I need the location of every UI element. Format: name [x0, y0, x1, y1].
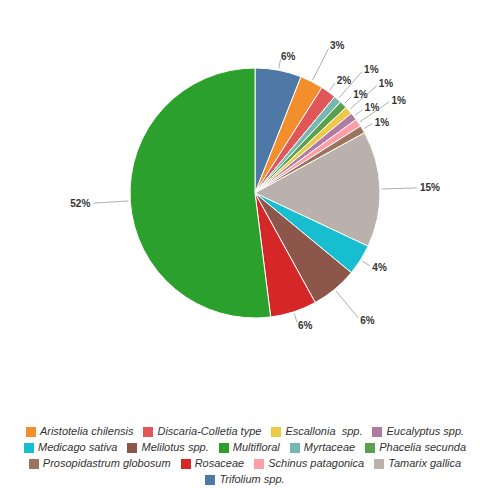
svg-text:3%: 3%: [330, 40, 345, 51]
svg-text:1%: 1%: [365, 102, 380, 113]
svg-text:1%: 1%: [379, 78, 394, 89]
svg-text:15%: 15%: [420, 182, 440, 193]
html-text:Escallonia spp.: Escallonia spp.: [285, 425, 363, 437]
html-text:Melilotus spp.: Melilotus spp.: [141, 441, 209, 453]
html-text:Medicago sativa: Medicago sativa: [38, 441, 118, 453]
html-text:Trifolium spp.: Trifolium spp.: [219, 473, 285, 485]
svg-text:2%: 2%: [337, 75, 352, 86]
html-text:Myrtaceae: Myrtaceae: [303, 441, 356, 453]
svg-text:6%: 6%: [360, 315, 375, 326]
html-text:Eucalyptus spp.: Eucalyptus spp.: [386, 425, 465, 437]
svg-text:1%: 1%: [391, 95, 406, 106]
html-text:Prosopidastrum globosum: Prosopidastrum globosum: [42, 457, 171, 469]
html-text:Discaria-Colletia type: Discaria-Colletia type: [157, 425, 262, 437]
svg-text:4%: 4%: [372, 262, 387, 273]
html-text:Schinus patagonica: Schinus patagonica: [268, 457, 365, 469]
html-text:Aristotelia chilensis: Aristotelia chilensis: [39, 425, 134, 437]
html-text:Multifloral: Multifloral: [232, 441, 280, 453]
svg-text:1%: 1%: [353, 89, 368, 100]
svg-text:6%: 6%: [298, 320, 313, 331]
html-text:Tamarix gallica: Tamarix gallica: [388, 457, 462, 469]
html-text:Phacelia secunda: Phacelia secunda: [379, 441, 466, 453]
svg-text:1%: 1%: [375, 117, 390, 128]
svg-text:6%: 6%: [281, 51, 296, 62]
html-text:Rosaceae: Rosaceae: [194, 457, 245, 469]
svg-text:1%: 1%: [364, 64, 379, 75]
svg-text:52%: 52%: [70, 198, 90, 209]
